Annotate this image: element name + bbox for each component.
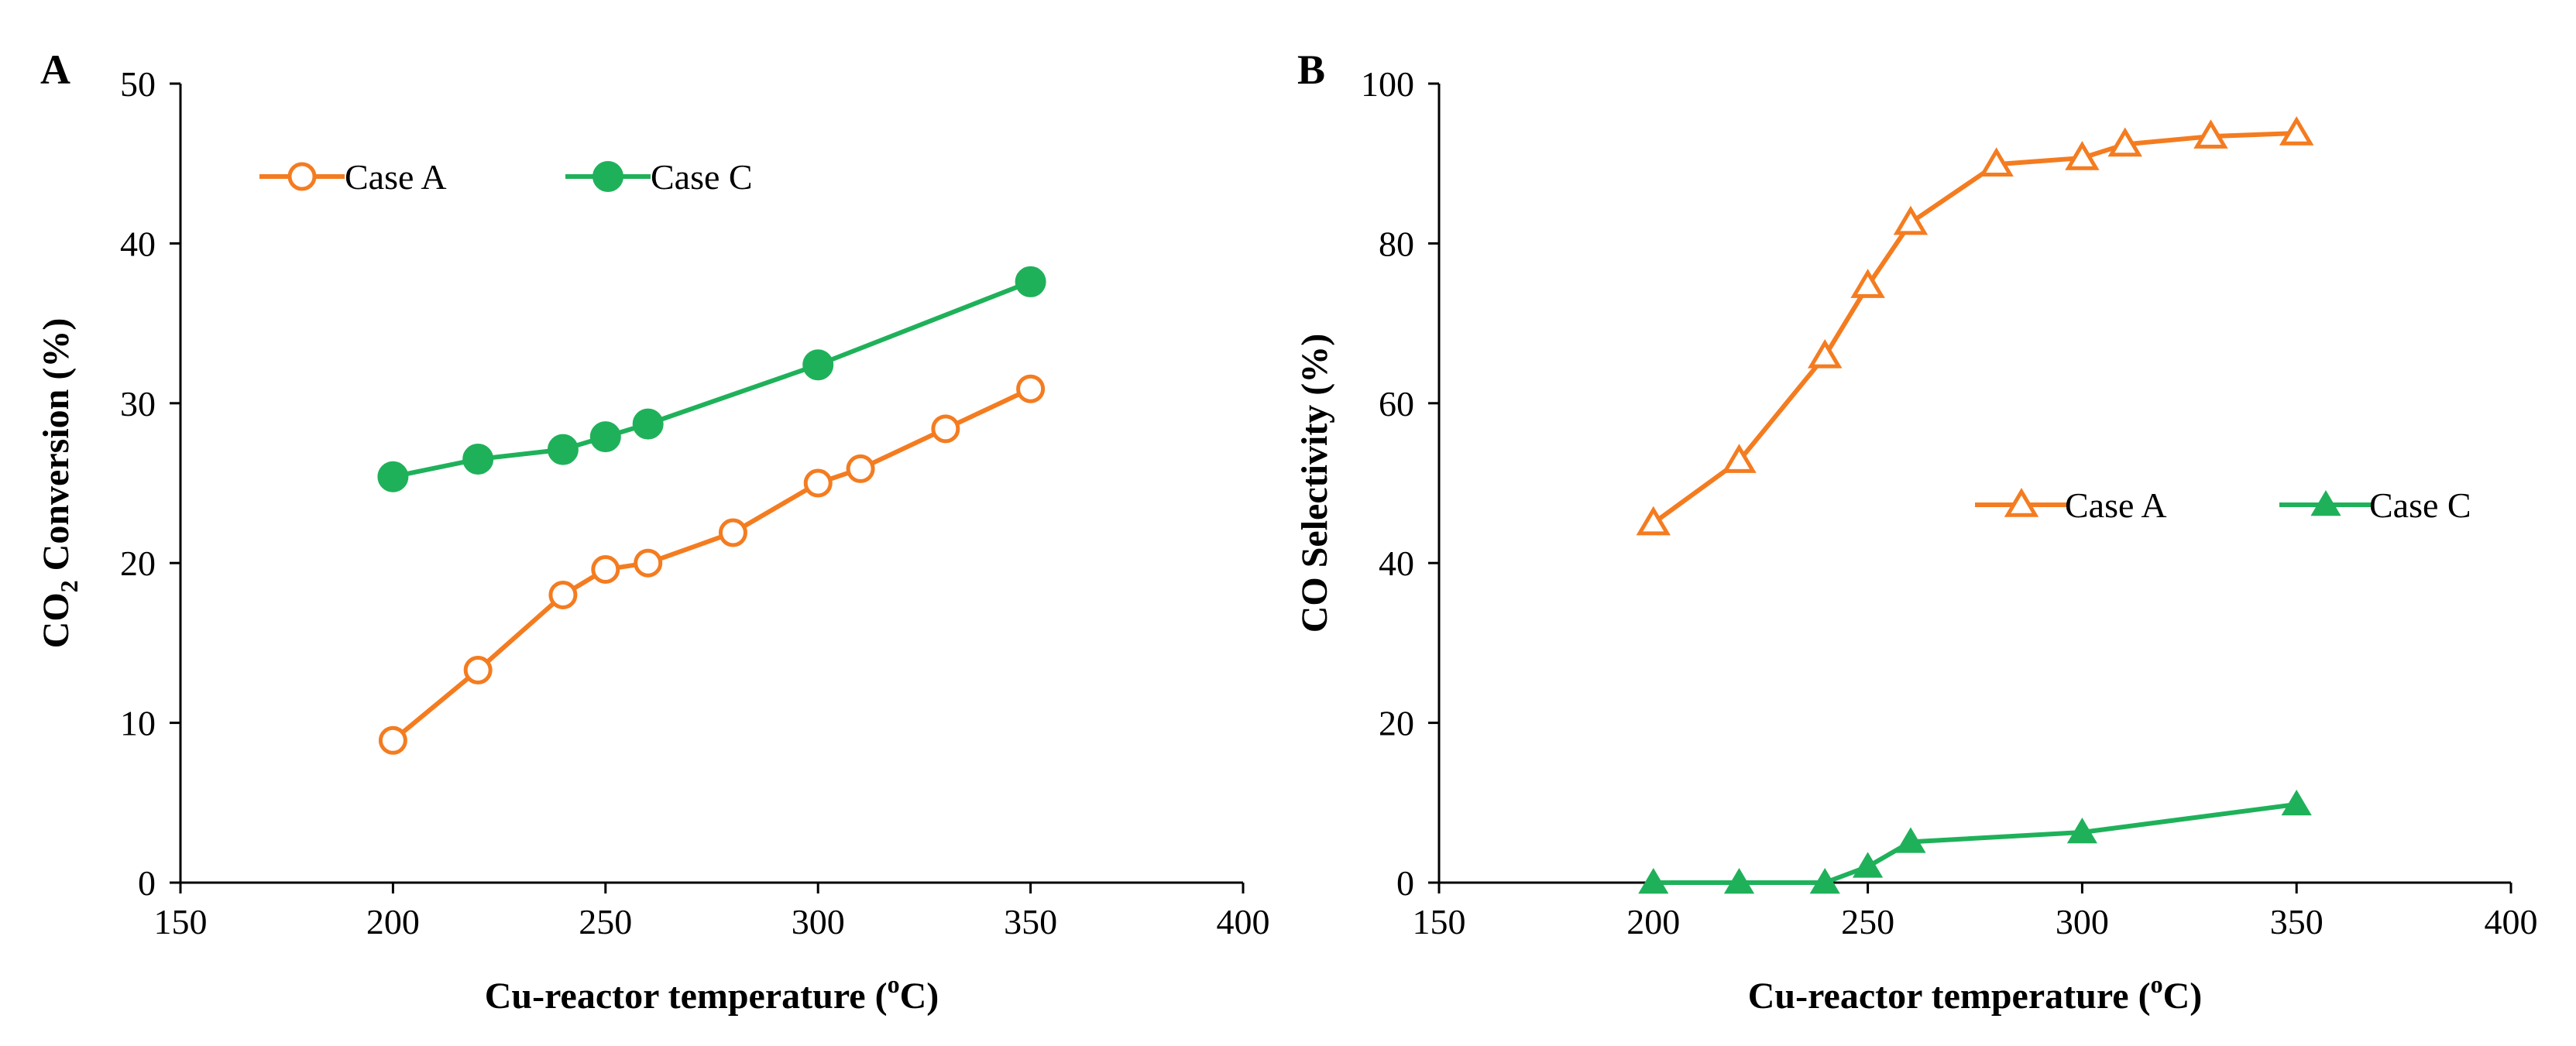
y-axis-title-main: CO [36, 592, 77, 648]
data-point-case-c [1809, 868, 1840, 894]
data-point-case-c [1015, 266, 1046, 297]
y-tick-label: 20 [120, 544, 156, 583]
y-tick-label: 80 [1379, 224, 1414, 263]
legend-marker [287, 162, 317, 191]
legend-label: Case C [651, 157, 753, 197]
data-point-case-c [547, 434, 579, 465]
data-point-case-a [1893, 205, 1929, 235]
y-tick-label: 50 [120, 64, 156, 104]
y-axis-title: CO2 Conversion (%) [36, 318, 83, 649]
data-point-case-a [634, 548, 663, 578]
legend-entry-case-c: Case C [565, 157, 753, 197]
x-axis-title-sup: o [2151, 970, 2163, 998]
data-point-case-c [589, 421, 621, 453]
y-tick-label: 100 [1361, 64, 1414, 104]
legend-entry-case-a: Case A [1975, 485, 2167, 525]
data-point-case-a [591, 554, 620, 584]
x-tick-label: 150 [1413, 902, 1466, 941]
x-axis-title: Cu-reactor temperature (oC) [485, 970, 939, 1017]
x-tick-label: 400 [1217, 902, 1270, 941]
legend-entry-case-a: Case A [259, 157, 447, 197]
chart-panel-b: B 0 20 40 60 80 100 150 200 250 300 350 400 Cu-reacto… [1294, 46, 2538, 1017]
x-tick-label: 400 [2485, 902, 2538, 941]
data-point-case-c [1852, 852, 1884, 878]
data-point-case-a [1722, 444, 1757, 473]
y-tick-label: 30 [120, 384, 156, 424]
data-point-case-c [377, 461, 409, 492]
data-point-case-a [2279, 116, 2314, 146]
legend-marker [592, 161, 623, 192]
x-tick-label: 350 [1004, 902, 1057, 941]
data-point-case-a [1850, 269, 1885, 298]
data-point-case-a [2193, 119, 2228, 149]
y-tick-label: 40 [120, 224, 156, 263]
data-point-case-a [1979, 147, 2014, 177]
data-point-case-c [2281, 789, 2312, 816]
x-tick-label: 350 [2270, 902, 2324, 941]
data-point-case-c [802, 349, 834, 381]
data-point-case-c [2066, 818, 2098, 844]
data-point-case-a [718, 518, 747, 547]
data-point-case-a [1016, 374, 1046, 403]
x-axis-title-main: Cu-reactor temperature ( [485, 976, 888, 1017]
x-tick-label: 300 [792, 902, 845, 941]
x-axis-title-end: C) [900, 976, 939, 1017]
data-point-case-c [632, 408, 664, 440]
x-axis-title-end: C) [2163, 976, 2203, 1017]
series-line-case-c [392, 280, 1032, 479]
legend-label: Case A [345, 157, 447, 197]
series-line-case-a [391, 386, 1032, 742]
y-tick-label: 40 [1379, 544, 1414, 583]
x-axis-title-main: Cu-reactor temperature ( [1748, 976, 2151, 1017]
y-axis-title-main: CO Selectivity (%) [1294, 334, 1335, 633]
legend-marker [2310, 490, 2341, 516]
legend-marker [2004, 488, 2039, 517]
data-point-case-a [378, 725, 407, 755]
x-tick-label: 150 [154, 902, 208, 941]
panel-label: A [40, 46, 70, 93]
data-point-case-c [1723, 868, 1755, 894]
series-line-case-c [1653, 801, 2297, 885]
data-point-case-a [846, 454, 875, 483]
y-tick-label: 20 [1379, 704, 1414, 743]
series-case-c [1638, 789, 2312, 894]
x-axis-title-sup: o [888, 970, 900, 998]
data-point-case-a [1808, 338, 1843, 369]
series-case-a [378, 374, 1046, 755]
data-point-case-c [1895, 827, 1926, 853]
y-tick-label: 0 [1396, 863, 1414, 903]
x-axis-title: Cu-reactor temperature (oC) [1748, 970, 2202, 1017]
series-line-case-a [1652, 130, 2297, 526]
data-point-case-c [1638, 868, 1669, 894]
data-point-case-a [1636, 506, 1671, 536]
x-tick-label: 200 [1626, 902, 1680, 941]
x-tick-label: 200 [366, 902, 420, 941]
data-point-case-a [803, 468, 833, 498]
chart-panel-a: A 0 10 20 30 40 50 150 200 250 300 350 400 Cu-reactor… [36, 46, 1270, 1017]
y-tick-label: 0 [138, 863, 156, 903]
data-point-case-a [463, 655, 493, 684]
data-point-case-c [462, 444, 494, 475]
legend-entry-case-c: Case C [2279, 485, 2471, 525]
data-point-case-a [2107, 127, 2142, 157]
data-point-case-a [931, 414, 960, 444]
y-tick-label: 10 [120, 704, 156, 743]
y-axis-title-end: Conversion (%) [36, 318, 77, 581]
y-tick-label: 60 [1379, 384, 1414, 424]
legend-label: Case C [2369, 485, 2471, 525]
data-point-case-a [548, 580, 578, 609]
x-tick-label: 250 [579, 902, 632, 941]
y-axis-title: CO Selectivity (%) [1294, 334, 1335, 633]
series-case-a [1636, 116, 2314, 536]
x-tick-label: 250 [1841, 902, 1894, 941]
data-point-case-a [2065, 141, 2100, 170]
panel-label: B [1297, 46, 1325, 93]
series-case-c [377, 266, 1046, 492]
x-tick-label: 300 [2056, 902, 2109, 941]
legend-label: Case A [2065, 485, 2167, 525]
y-axis-title-sub: 2 [55, 580, 83, 592]
